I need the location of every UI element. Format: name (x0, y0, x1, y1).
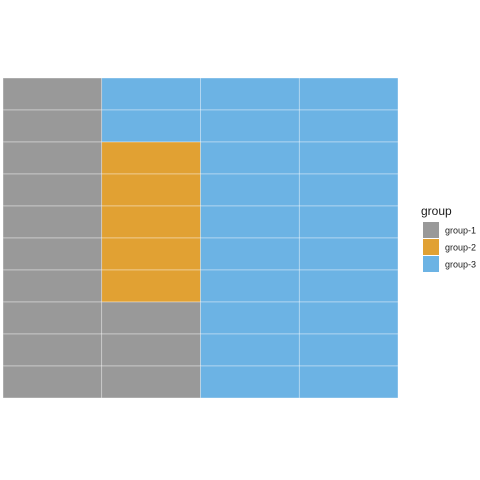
tile-group-1 (2, 301, 103, 335)
tile-group-3 (298, 269, 399, 303)
tile-group-3 (200, 333, 300, 367)
tile-group-1 (2, 205, 103, 239)
tile-group-3 (298, 205, 399, 239)
tile-group-1 (101, 333, 201, 367)
tile-group-3 (200, 141, 300, 175)
tile-group-3 (298, 365, 399, 399)
tile-group-2 (101, 269, 201, 303)
legend-label-group-3: group-3 (445, 260, 476, 270)
tile-group-3 (200, 269, 300, 303)
tile-group-1 (2, 141, 103, 175)
tile-group-3 (200, 301, 300, 335)
tile-group-2 (101, 173, 201, 207)
legend-key-group-2 (423, 239, 439, 255)
legend-key-group-1 (423, 222, 439, 238)
tile-group-1 (2, 365, 103, 399)
tile-group-3 (200, 109, 300, 143)
legend-key-group-3 (423, 256, 439, 272)
tile-group-3 (200, 77, 300, 111)
tile-group-3 (101, 109, 201, 143)
tile-group-1 (2, 237, 103, 271)
legend-title: group (421, 204, 452, 218)
tile-group-3 (101, 77, 201, 111)
legend-label-group-1: group-1 (445, 226, 476, 236)
tile-group-2 (101, 141, 201, 175)
tile-group-3 (298, 301, 399, 335)
tile-group-3 (298, 109, 399, 143)
tile-group-1 (2, 173, 103, 207)
tile-group-3 (298, 77, 399, 111)
legend: group group-1 group-2 group-3 (421, 204, 476, 272)
tile-group-3 (200, 205, 300, 239)
tile-group-1 (2, 109, 103, 143)
tile-group-3 (298, 141, 399, 175)
tile-grid (2, 77, 399, 399)
tile-group-3 (200, 365, 300, 399)
tile-group-3 (298, 237, 399, 271)
tile-group-3 (200, 237, 300, 271)
tile-group-1 (2, 333, 103, 367)
tile-group-3 (298, 333, 399, 367)
tile-group-2 (101, 205, 201, 239)
tile-group-3 (298, 173, 399, 207)
tile-group-1 (2, 269, 103, 303)
legend-label-group-2: group-2 (445, 243, 476, 253)
tile-group-1 (2, 77, 103, 111)
tile-group-3 (200, 173, 300, 207)
tile-group-1 (101, 301, 201, 335)
tile-group-1 (101, 365, 201, 399)
tile-group-2 (101, 237, 201, 271)
